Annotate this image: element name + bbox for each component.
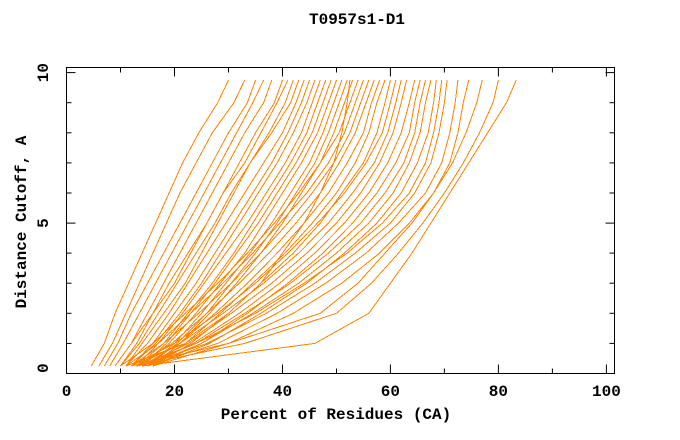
curve-line [98, 79, 246, 367]
x-tick-label: 60 [381, 383, 400, 401]
curve-line [130, 79, 310, 367]
curve-line [120, 79, 359, 367]
curve-line [120, 79, 294, 367]
curve-line [114, 79, 289, 367]
y-tick-label: 0 [35, 363, 53, 373]
curve-line [152, 79, 421, 367]
curve-line [90, 79, 229, 367]
y-tick-label: 5 [35, 218, 53, 228]
curve-line [141, 79, 408, 367]
curve-line [131, 79, 370, 367]
x-tick-label: 40 [273, 383, 292, 401]
curve-line [130, 79, 316, 367]
curve-line [147, 79, 348, 367]
curve-line [131, 79, 397, 367]
curve-line [141, 79, 332, 367]
curve-line [114, 79, 273, 367]
curve-line [141, 79, 426, 367]
curve-line [131, 79, 483, 367]
curve-line [147, 79, 343, 367]
curve-line [125, 79, 300, 367]
curve-line [141, 80, 448, 367]
curve-line [152, 79, 470, 367]
x-tick-label: 80 [489, 383, 508, 401]
curve-line [142, 79, 517, 367]
curve-line [125, 79, 364, 367]
curve-line [147, 79, 416, 367]
x-tick-label: 100 [592, 383, 621, 401]
plot-frame [66, 67, 615, 374]
curve-line [109, 79, 265, 367]
curve-line [136, 79, 499, 367]
x-tick-label: 20 [165, 383, 184, 401]
curve-line [147, 80, 459, 367]
chart-title: T0957s1-D1 [308, 11, 406, 29]
curve-line [152, 79, 391, 367]
x-tick-label: 0 [62, 383, 72, 401]
curve-line [125, 79, 305, 367]
curve-line [136, 80, 443, 367]
curve-line [136, 79, 402, 367]
curve-line [152, 80, 437, 367]
curve-line [136, 79, 375, 367]
y-tick-label: 10 [35, 63, 53, 82]
curve-line [152, 79, 354, 367]
curve-line [103, 79, 256, 367]
x-axis-title: Percent of Residues (CA) [220, 406, 452, 424]
curve-line [125, 80, 351, 367]
